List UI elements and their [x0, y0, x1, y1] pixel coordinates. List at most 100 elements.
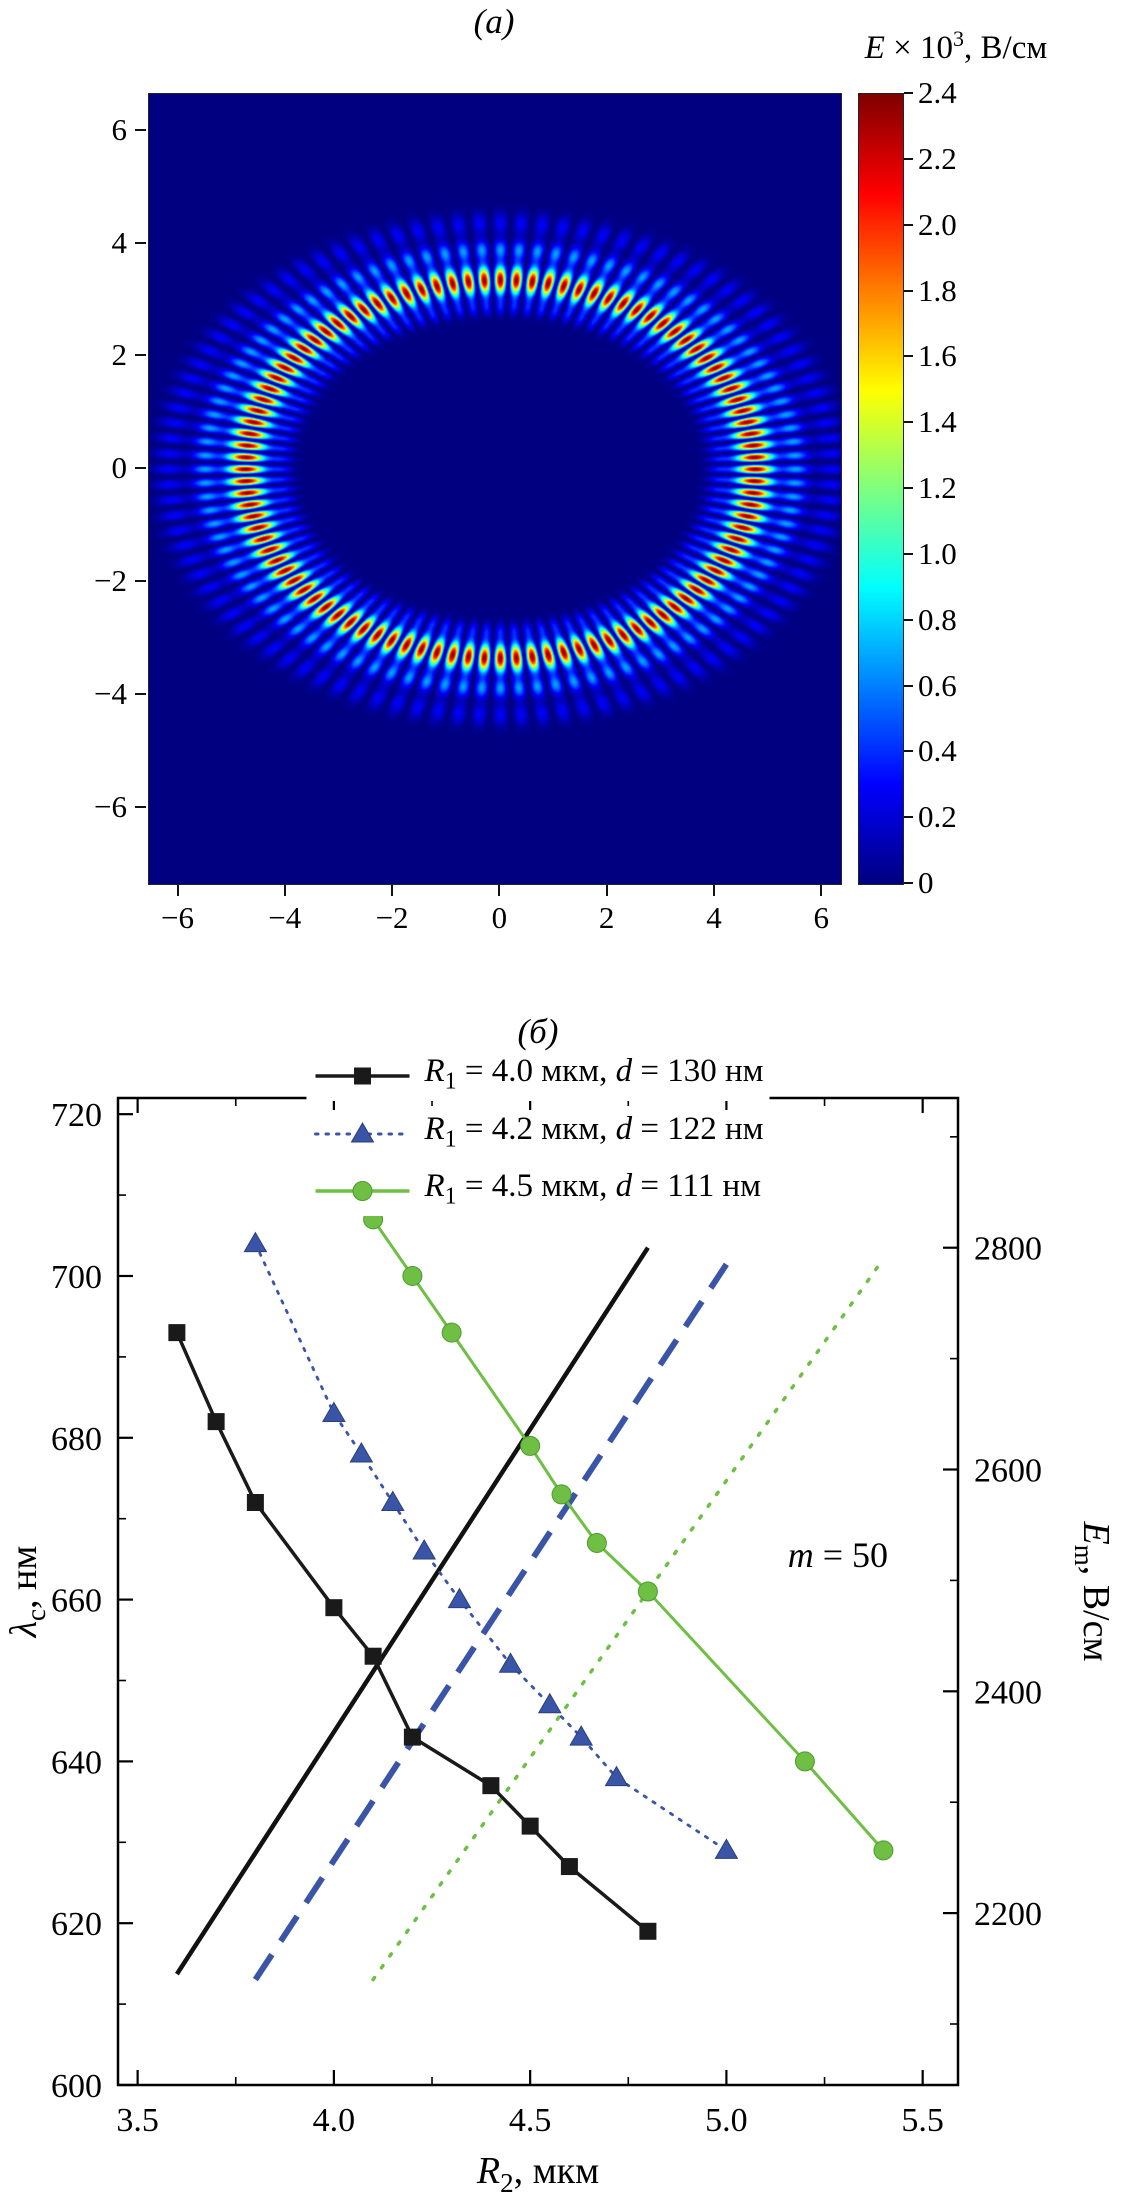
- y-axis-tick: [135, 128, 146, 131]
- y-left-tick-label: 620: [51, 1906, 102, 1943]
- colorbar-tick: [904, 157, 913, 160]
- series-line-1: [252, 1262, 729, 1982]
- colorbar-tick-label: 1.2: [918, 470, 957, 505]
- y-axis-tick: [135, 467, 146, 470]
- colorbar-tick: [904, 355, 913, 358]
- y-axis-tick-label: 4: [111, 224, 128, 260]
- colorbar-tick-label: 0.4: [918, 733, 957, 769]
- x-axis-tick: [712, 885, 715, 896]
- x-axis-tick-label: −4: [268, 900, 302, 935]
- tspan: E: [1075, 1520, 1117, 1544]
- colorbar-tick-label: 0: [918, 865, 934, 900]
- series-line-3: [175, 1331, 650, 1933]
- tspan: m: [788, 1535, 814, 1575]
- colorbar-tick: [904, 289, 913, 292]
- y-right-tick-label: 2800: [974, 1231, 1042, 1268]
- colorbar-tick: [904, 618, 913, 621]
- colorbar-tick-label: 2.2: [918, 140, 957, 176]
- series-3-marker: [168, 1324, 186, 1342]
- y-axis-tick-label: 0: [111, 450, 128, 486]
- legend-sample-3: [315, 1181, 410, 1202]
- y-left-tick-label: 640: [51, 1744, 102, 1781]
- x-axis-tick: [176, 885, 179, 896]
- colorbar-tick-label: 0.2: [918, 799, 957, 835]
- legend-item-2: R1 = 4.2 мкм, d = 122 нм: [306, 1109, 770, 1159]
- colorbar-title-exponent: 3: [953, 26, 965, 51]
- legend-sample-1: [315, 1067, 410, 1085]
- colorbar-tick-label: 1.6: [918, 338, 957, 374]
- x-axis-tick-label: −6: [161, 900, 194, 935]
- x-axis-tick-label: 0: [491, 900, 508, 935]
- colorbar-tick: [904, 487, 913, 489]
- x-axis-tick-label: 2: [598, 900, 615, 935]
- tspan: , В/см: [1075, 1566, 1117, 1662]
- series-line-4: [254, 1242, 728, 1852]
- y-left-tick-label: 720: [51, 1097, 102, 1134]
- series-3-marker: [403, 1728, 421, 1746]
- series-5-marker: [402, 1265, 423, 1286]
- x-axis-tick: [283, 885, 286, 896]
- plot-frame: [116, 1096, 960, 2087]
- y-axis-tick-label: −6: [94, 788, 127, 824]
- colorbar-tick-label: 1.8: [918, 272, 957, 308]
- colorbar-title-symbol: E: [864, 30, 885, 66]
- y-axis-tick-label: −2: [94, 563, 127, 599]
- panel-a-title: (а): [473, 2, 515, 41]
- series-4-marker: [322, 1401, 346, 1423]
- series-4-marker: [349, 1441, 374, 1463]
- x-axis-tick: [391, 885, 394, 896]
- y-axis-tick: [135, 354, 146, 357]
- legend-marker: [350, 1121, 375, 1143]
- colorbar-tick-label: 2.4: [918, 75, 957, 110]
- x-axis-tick-label: 4: [706, 900, 722, 935]
- legend-marker: [352, 1181, 373, 1202]
- x-tick-label: 5.0: [705, 2102, 748, 2139]
- y-axis-tick: [135, 241, 146, 244]
- series-3-marker: [639, 1922, 657, 1940]
- colorbar-tick: [904, 92, 913, 94]
- x-tick-label: 4.0: [313, 2102, 356, 2139]
- colorbar-title: E × 103, В/см: [780, 26, 1132, 67]
- y-left-tick-label: 700: [51, 1259, 102, 1296]
- series-3-marker: [246, 1494, 264, 1512]
- legend-marker: [354, 1067, 371, 1085]
- series-5-marker: [520, 1435, 541, 1456]
- y-left-tick-label: 660: [51, 1583, 102, 1620]
- left-axis-title: λc, нм: [3, 1546, 51, 1639]
- colorbar-tick-label: 2.0: [918, 206, 957, 242]
- series-line-2: [371, 1257, 886, 1982]
- right-axis-title: Em, В/см: [1069, 1520, 1117, 1661]
- series-4-marker: [243, 1231, 268, 1253]
- legend-label-1: R1 = 4.0 мкм, d = 130 нм: [424, 1053, 764, 1095]
- series-4-marker: [412, 1539, 437, 1560]
- x-tick-label: 5.5: [901, 2102, 944, 2139]
- tspan: c: [21, 1609, 51, 1621]
- y-axis-tick: [135, 692, 146, 695]
- x-axis-tick-label: 6: [813, 900, 829, 935]
- tspan: , мкм: [514, 2150, 600, 2192]
- series-4-marker: [498, 1652, 523, 1673]
- field-map-canvas: [148, 93, 842, 885]
- series-5-marker: [441, 1322, 462, 1343]
- colorbar-title-mult: × 10: [884, 30, 954, 66]
- colorbar-tick: [904, 223, 913, 226]
- series-3-marker: [364, 1647, 382, 1665]
- series-4-marker: [537, 1692, 562, 1714]
- colorbar-tick-label: 1.4: [918, 404, 957, 440]
- colorbar-tick-label: 1.0: [918, 535, 957, 571]
- y-axis-tick-label: 2: [111, 337, 128, 373]
- series-line-0: [175, 1246, 650, 1976]
- tspan: m: [1069, 1545, 1099, 1566]
- colorbar-tick: [904, 552, 913, 555]
- series-5-marker: [873, 1840, 894, 1861]
- y-axis-tick: [135, 580, 146, 583]
- y-axis-tick-label: 6: [111, 111, 128, 147]
- series-4-marker: [714, 1838, 739, 1859]
- x-tick-label: 3.5: [116, 2102, 159, 2139]
- colorbar-tick: [904, 882, 913, 884]
- legend-item-3: R1 = 4.5 мкм, d = 111 нм: [306, 1167, 770, 1216]
- series-5-marker: [637, 1581, 658, 1602]
- series-3-marker: [207, 1413, 225, 1431]
- tspan: R: [476, 2150, 500, 2192]
- tspan: = 50: [814, 1535, 888, 1575]
